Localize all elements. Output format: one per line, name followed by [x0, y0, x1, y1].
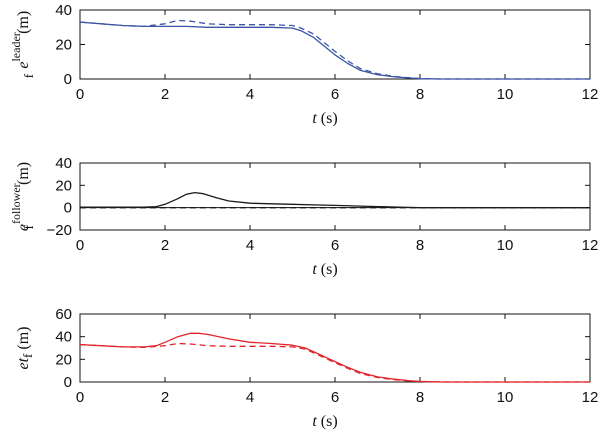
x-tick-label: 8 [416, 86, 424, 103]
x-tick-label: 2 [161, 86, 169, 103]
plot-frame [79, 9, 591, 80]
y-tick-label: 40 [55, 329, 72, 346]
x-tick-label: 12 [582, 86, 599, 103]
x-tick-label: 2 [161, 237, 169, 254]
y-axis-label: eleader f (m) [9, 11, 36, 78]
series-line-dashed [79, 19, 590, 80]
series-line-solid [80, 191, 590, 209]
x-axis-unit: (s) [317, 261, 338, 278]
y-axis-variable-t: t [15, 357, 32, 362]
plot-frame [79, 162, 591, 231]
y-axis-subscript: f [21, 224, 36, 229]
x-tick-label: 2 [161, 389, 169, 406]
y-tick-label: 20 [55, 37, 72, 54]
y-axis-variable: e [15, 224, 32, 231]
chart-panel-1: 0 2 4 6 8 10 12 0 20 40 t (s) eleader f (m) [9, 2, 598, 127]
x-tick-label: 6 [331, 86, 339, 103]
series-line-solid [79, 332, 590, 383]
series-line-dashed [79, 342, 590, 383]
y-tick-label: 0 [64, 71, 72, 88]
x-tick-label: 4 [246, 86, 254, 103]
y-tick-label: 60 [55, 306, 72, 323]
y-axis-subscript: f [20, 353, 35, 358]
y-tick-label: 40 [55, 155, 72, 172]
x-tick-label: 6 [331, 237, 339, 254]
x-tick-label: 4 [246, 237, 254, 254]
x-axis-unit: (s) [317, 413, 338, 430]
x-axis-variable: t [312, 413, 317, 430]
y-tick-label: 0 [64, 374, 72, 391]
y-axis-superscript: follower [9, 183, 23, 224]
plot-frame [79, 313, 591, 383]
y-axis-unit: (m) [15, 162, 32, 189]
y-axis-label: etf (m) [15, 326, 35, 369]
x-tick-label: 8 [416, 237, 424, 254]
y-tick-label: −20 [47, 222, 72, 239]
x-tick-label: 10 [497, 237, 514, 254]
x-tick-label: 8 [416, 389, 424, 406]
x-tick-label: 0 [76, 237, 84, 254]
y-axis-unit: (m) [15, 326, 32, 353]
y-axis-variable: e [15, 362, 32, 369]
x-axis-variable: t [312, 110, 317, 127]
y-axis-variable: e [15, 62, 32, 69]
y-axis-superscript: leader [9, 32, 23, 61]
y-axis-unit: (m) [15, 11, 32, 38]
y-axis-label: efollowerf (m) [9, 162, 36, 231]
x-axis-unit: (s) [317, 110, 338, 127]
x-tick-label: 0 [76, 389, 84, 406]
x-tick-label: 12 [582, 237, 599, 254]
x-tick-label: 4 [246, 389, 254, 406]
x-tick-label: 10 [497, 389, 514, 406]
y-tick-label: 0 [64, 200, 72, 217]
x-axis-label: t (s) [312, 413, 337, 430]
y-tick-label: 20 [55, 351, 72, 368]
x-axis-label: t (s) [312, 110, 337, 127]
x-axis-label: t (s) [312, 261, 337, 278]
x-tick-label: 10 [497, 86, 514, 103]
x-tick-label: 12 [582, 389, 599, 406]
x-tick-label: 6 [331, 389, 339, 406]
y-tick-label: 20 [55, 177, 72, 194]
series-line-solid [79, 21, 590, 80]
x-tick-label: 0 [76, 86, 84, 103]
y-tick-label: 40 [55, 2, 72, 19]
y-axis-subscript: f [21, 73, 36, 78]
x-axis-variable: t [312, 261, 317, 278]
